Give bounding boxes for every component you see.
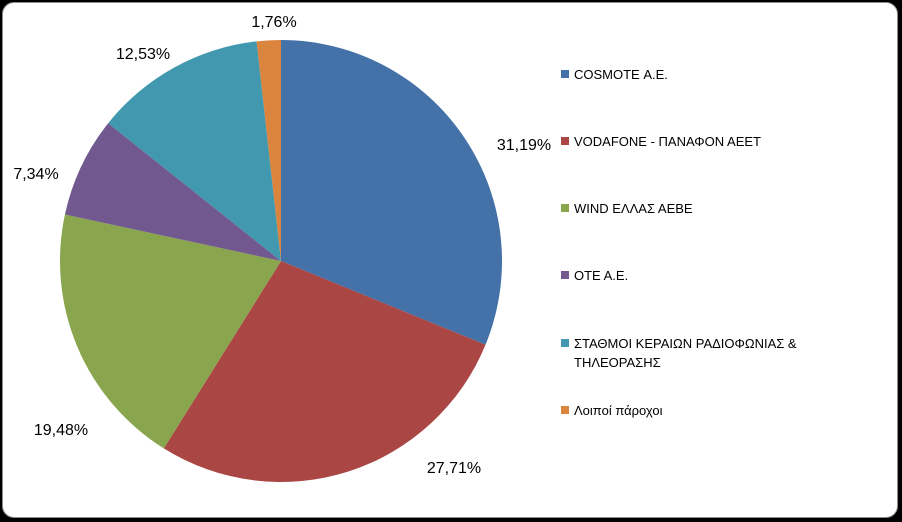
legend-swatch (561, 406, 569, 414)
legend-label: ΣΤΑΘΜΟΙ ΚΕΡΑΙΩΝ ΡΑΔΙΟΦΩΝΙΑΣ & ΤΗΛΕΟΡΑΣΗΣ (574, 336, 797, 370)
slice-percent-label: 19,48% (34, 422, 88, 439)
legend-label: ΟΤΕ Α.Ε. (574, 268, 629, 283)
pie-slice (256, 40, 281, 261)
slice-percent-label: 12,53% (116, 46, 170, 63)
legend-item-vodafone: VODAFONE - ΠΑΝΑΦΟΝ ΑΕΕΤ (561, 132, 844, 151)
slice-percent-label: 7,34% (13, 166, 58, 183)
legend-item-loipoi: Λοιποί πάροχοι (561, 401, 844, 420)
legend-item-cosmote: COSMOTE Α.Ε. (561, 65, 844, 84)
legend-label: VODAFONE - ΠΑΝΑΦΟΝ ΑΕΕΤ (574, 134, 761, 149)
legend-item-ote: ΟΤΕ Α.Ε. (561, 266, 844, 285)
legend-item-wind: WIND ΕΛΛΑΣ ΑΕΒΕ (561, 199, 844, 218)
legend-swatch (561, 271, 569, 279)
legend-label: COSMOTE Α.Ε. (574, 67, 668, 82)
legend-swatch (561, 339, 569, 347)
pie-slice (59, 214, 282, 449)
pie-slice (108, 41, 281, 261)
legend-item-stathmoi: ΣΤΑΘΜΟΙ ΚΕΡΑΙΩΝ ΡΑΔΙΟΦΩΝΙΑΣ & ΤΗΛΕΟΡΑΣΗΣ (561, 334, 844, 372)
slice-percent-label: 1,76% (251, 14, 296, 31)
slice-percent-label: 31,19% (497, 137, 551, 154)
legend-label: Λοιποί πάροχοι (574, 403, 663, 418)
pie-chart: 31,19% 27,71% 19,48% 7,34% 12,53% 1,76% (13, 14, 551, 482)
legend-swatch (561, 204, 569, 212)
pie-slice (281, 40, 502, 345)
legend-label: WIND ΕΛΛΑΣ ΑΕΒΕ (574, 201, 693, 216)
slice-percent-label: 27,71% (427, 460, 481, 477)
legend-swatch (561, 70, 569, 78)
pie-slice (64, 123, 281, 262)
pie-slice (163, 261, 486, 482)
legend-swatch (561, 137, 569, 145)
